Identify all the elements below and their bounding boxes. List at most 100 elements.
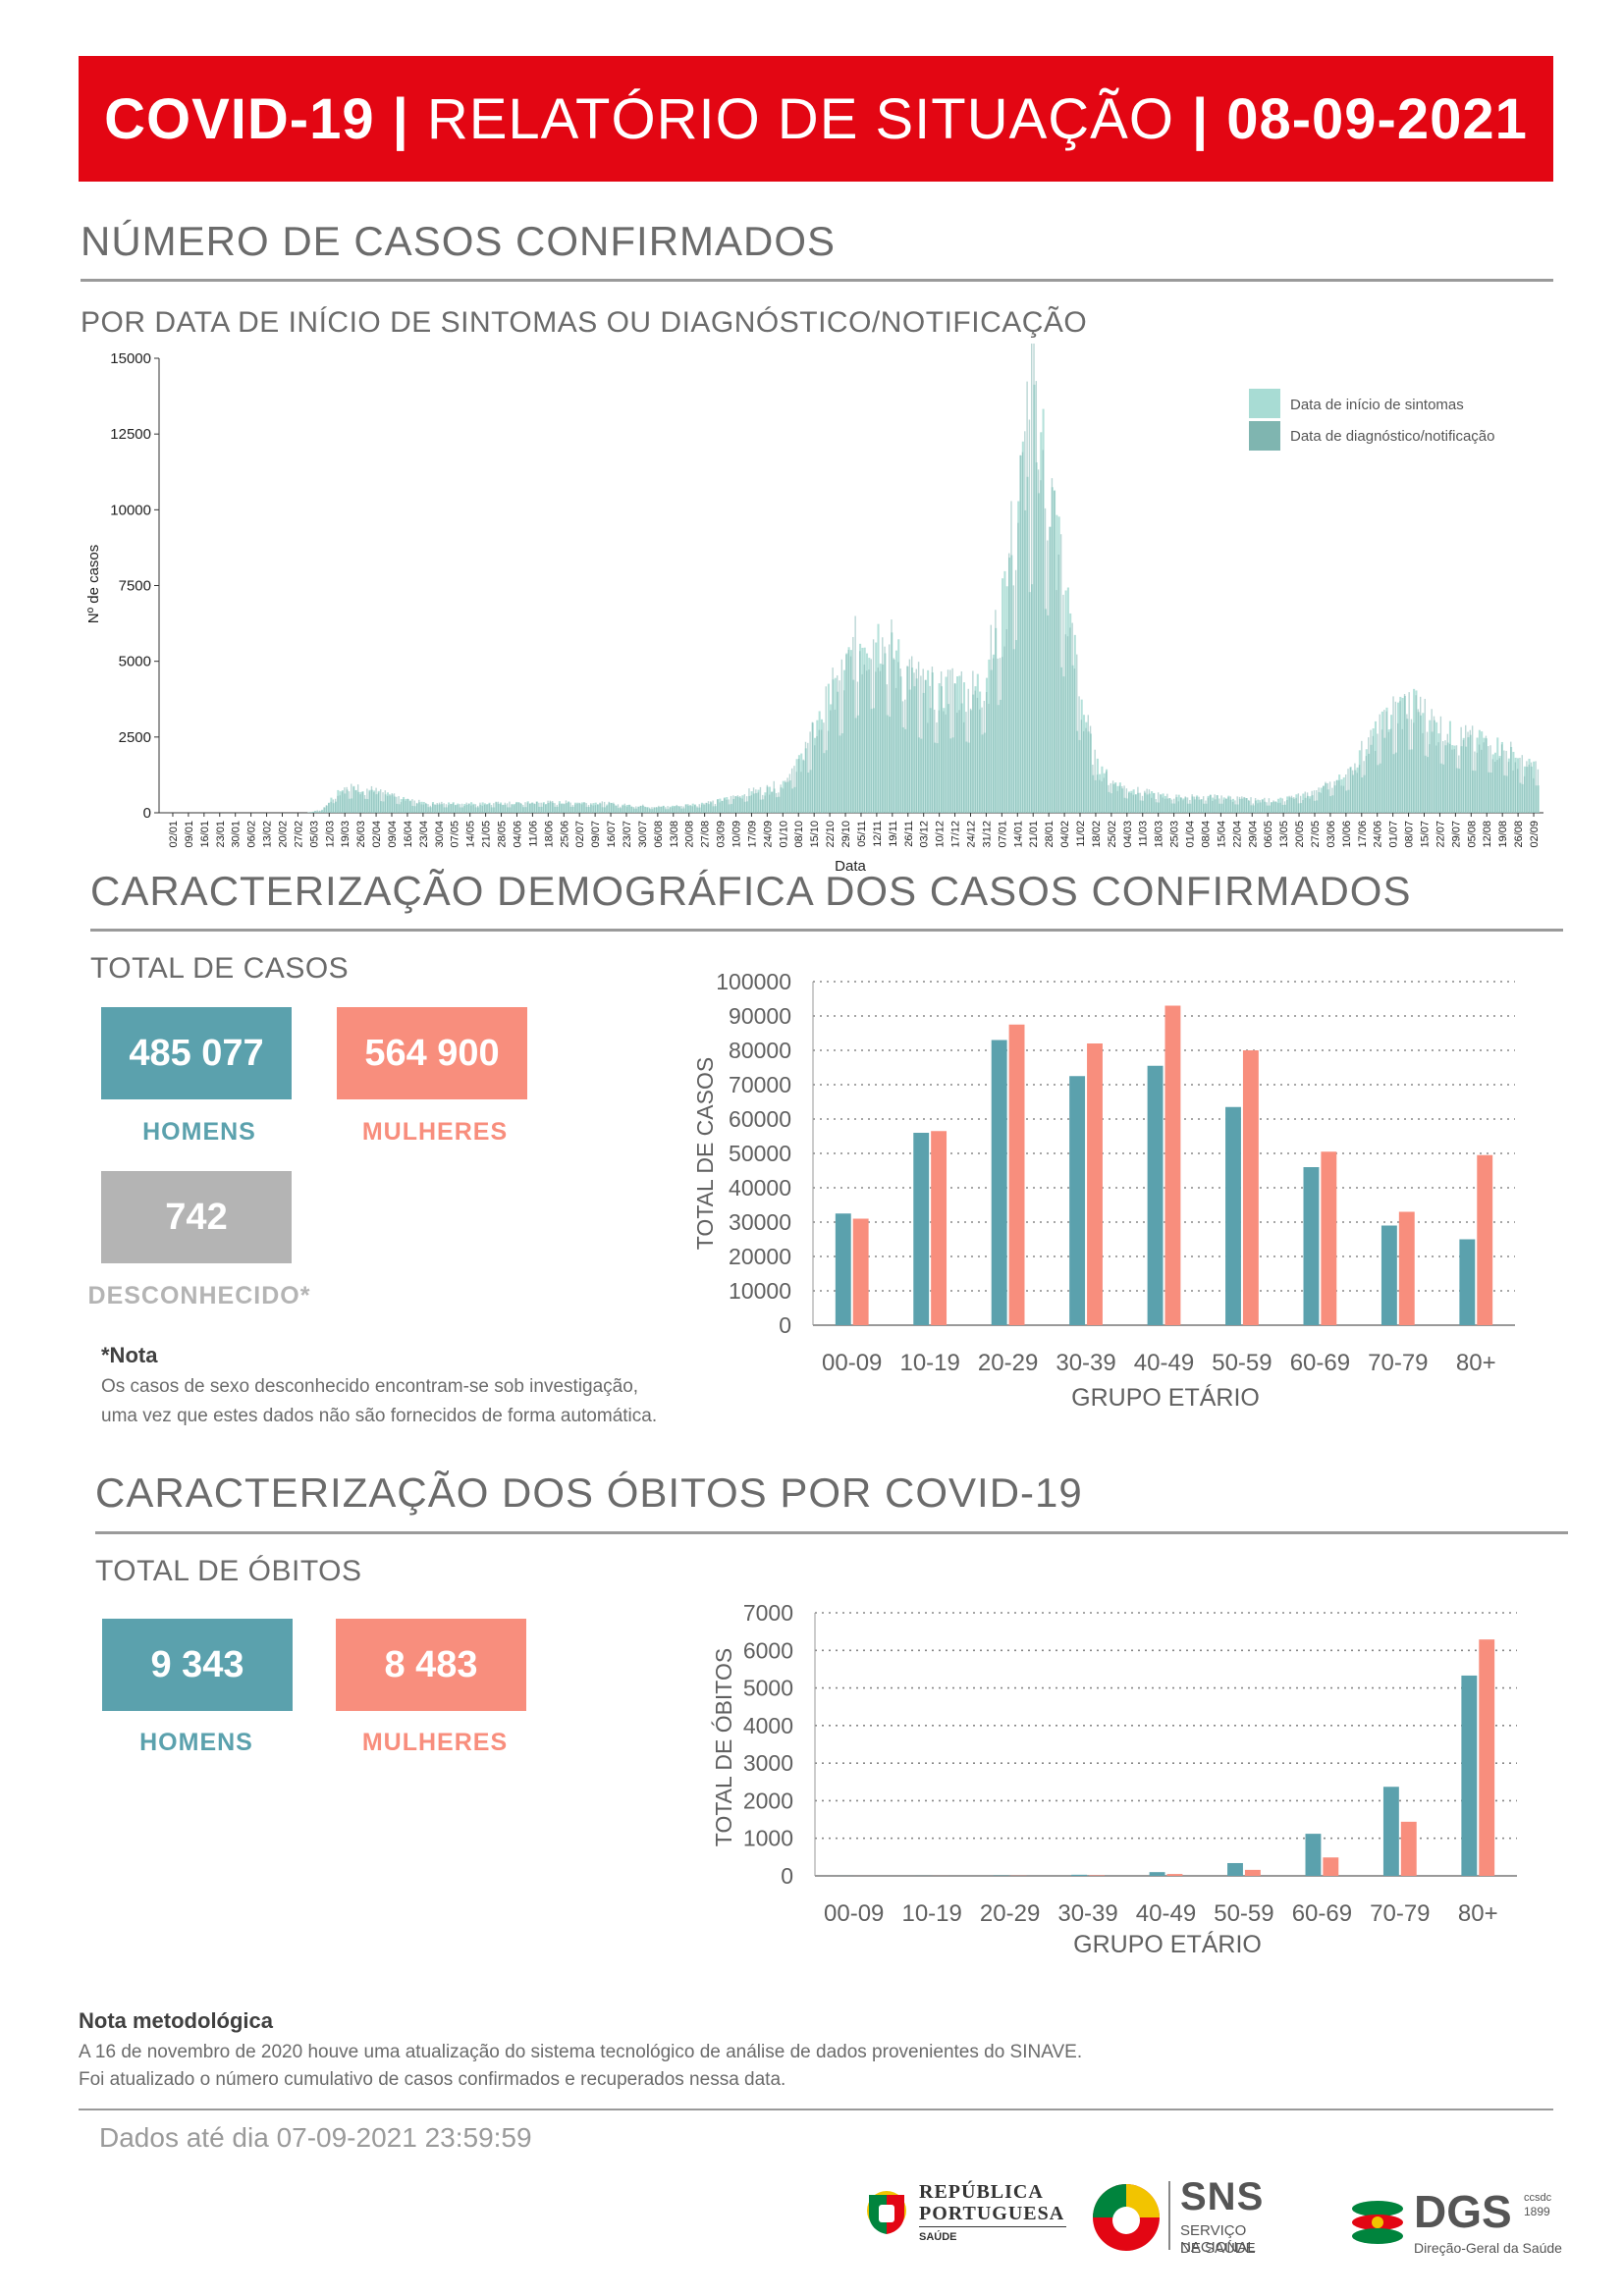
timeline-bar-notification: [1455, 745, 1458, 813]
legend-label-notification: Data de diagnóstico/notificação: [1290, 428, 1494, 445]
timeline-bar-notification: [669, 807, 672, 813]
timeline-bar-notification: [780, 784, 782, 813]
timeline-bar-notification: [1363, 761, 1365, 813]
deaths-grid: 0 1000 2000 3000 4000 5000 6000 7000: [743, 1600, 1517, 1889]
timeline-bar-notification: [504, 802, 507, 813]
timeline-bar-notification: [870, 659, 872, 813]
timeline-bar-notification: [526, 802, 529, 813]
timeline-bar-notification: [816, 735, 818, 813]
timeline-bar-notification: [1094, 749, 1096, 813]
timeline-bar-notification: [913, 672, 915, 813]
timeline-x-tick-label: 30/07: [637, 821, 649, 848]
timeline-bar-notification: [1092, 764, 1094, 813]
y-tick-label: 5000: [743, 1676, 793, 1701]
timeline-x-tick-label: 01/10: [778, 821, 789, 848]
timeline-bar-notification: [398, 796, 400, 813]
timeline-y-tick-label: 15000: [110, 350, 151, 367]
bar-women-40-49: [1164, 1005, 1181, 1325]
timeline-bar-notification: [415, 802, 418, 813]
timeline-bar-notification: [872, 639, 875, 813]
y-tick-label: 90000: [729, 1003, 791, 1029]
timeline-bar-notification: [956, 712, 958, 813]
timeline-bar-notification: [576, 803, 578, 813]
timeline-bar-notification: [547, 800, 549, 813]
timeline-bar-notification: [741, 798, 743, 813]
timeline-bar-notification: [1085, 727, 1087, 813]
timeline-bar-notification: [938, 710, 941, 813]
timeline-bar-notification: [1200, 799, 1203, 813]
timeline-bar-notification: [804, 741, 807, 813]
bar-men-30-39: [1069, 1076, 1086, 1325]
total-cases-label: TOTAL DE CASOS: [90, 952, 350, 985]
timeline-bar-notification: [897, 662, 899, 813]
timeline-bar-notification: [1338, 780, 1340, 813]
timeline-bar-notification: [1526, 761, 1528, 813]
timeline-bar-notification: [1451, 749, 1453, 813]
timeline-bar-notification: [1168, 798, 1170, 813]
dgs-year: 1899: [1524, 2205, 1550, 2218]
timeline-bar-notification: [524, 802, 526, 813]
timeline-bar-notification: [707, 801, 710, 813]
dgs-subtitle: Direção-Geral da Saúde: [1414, 2240, 1562, 2256]
x-tick-label: 60-69: [1292, 1900, 1352, 1927]
timeline-bar-notification: [1361, 740, 1363, 813]
timeline-bar-notification: [1512, 770, 1514, 813]
timeline-bar-notification: [1396, 722, 1399, 813]
timeline-bar-notification: [825, 686, 827, 813]
timeline-x-tick-label: 11/02: [1075, 821, 1087, 847]
timeline-bar-notification: [1533, 777, 1535, 813]
y-tick-label: 4000: [743, 1713, 793, 1738]
timeline-bar-notification: [1392, 696, 1394, 813]
timeline-bar-notification: [1007, 553, 1010, 813]
timeline-bar-notification: [380, 789, 382, 813]
timeline-bar-notification: [1530, 762, 1533, 813]
timeline-bar-notification: [318, 810, 321, 813]
timeline-bar-notification: [617, 804, 620, 813]
banner-title-bold: COVID-19: [104, 86, 375, 151]
timeline-bar-notification: [1071, 622, 1073, 813]
sns-line-2: DE SAÚDE: [1180, 2240, 1256, 2257]
bar-women-50-59: [1244, 1869, 1261, 1876]
timeline-bar-notification: [1281, 798, 1283, 813]
timeline-bar-notification: [531, 802, 533, 813]
x-tick-label: 50-59: [1212, 1350, 1272, 1376]
timeline-bar-notification: [429, 805, 432, 813]
timeline-bar-notification: [1385, 711, 1387, 813]
timeline-bar-notification: [493, 803, 495, 813]
bar-men-00-09: [835, 1213, 851, 1325]
timeline-bar-notification: [726, 799, 728, 813]
timeline-bar-notification: [561, 804, 563, 813]
timeline-bar-notification: [748, 788, 750, 813]
timeline-bar-notification: [710, 801, 712, 813]
timeline-bar-notification: [1325, 781, 1326, 813]
timeline-bar-notification: [1476, 752, 1478, 813]
rp-line-2: PORTUGUESA: [919, 2203, 1065, 2224]
timeline-bar-notification: [1426, 731, 1429, 813]
timeline-bar-notification: [622, 805, 623, 813]
timeline-bar-notification: [884, 646, 886, 813]
timeline-x-tick-label: 19/11: [888, 821, 899, 847]
timeline-bar-notification: [646, 807, 649, 813]
y-tick-label: 2000: [743, 1788, 793, 1813]
timeline-bar-notification: [1160, 794, 1162, 813]
timeline-bar-notification: [979, 709, 981, 813]
timeline-bar-notification: [714, 803, 717, 813]
timeline-bar-notification: [538, 802, 540, 813]
y-tick-label: 7000: [743, 1600, 793, 1626]
sns-divider: [1168, 2181, 1170, 2250]
timeline-bar-notification: [346, 786, 348, 813]
timeline-bar-notification: [1417, 709, 1420, 813]
timeline-bar-notification: [1151, 797, 1153, 813]
timeline-bar-notification: [1216, 795, 1218, 813]
timeline-bar-notification: [1437, 742, 1439, 813]
timeline-bar-notification: [790, 768, 793, 813]
timeline-bar-notification: [321, 810, 323, 813]
timeline-bar-notification: [1196, 796, 1198, 813]
section-divider: [95, 1531, 1568, 1534]
timeline-bar-notification: [1458, 755, 1460, 813]
timeline-bar-notification: [940, 670, 943, 813]
timeline-bar-notification: [1491, 759, 1494, 813]
timeline-bar-notification: [667, 806, 669, 813]
timeline-bar-notification: [894, 687, 897, 813]
timeline-bar-notification: [1175, 794, 1177, 813]
